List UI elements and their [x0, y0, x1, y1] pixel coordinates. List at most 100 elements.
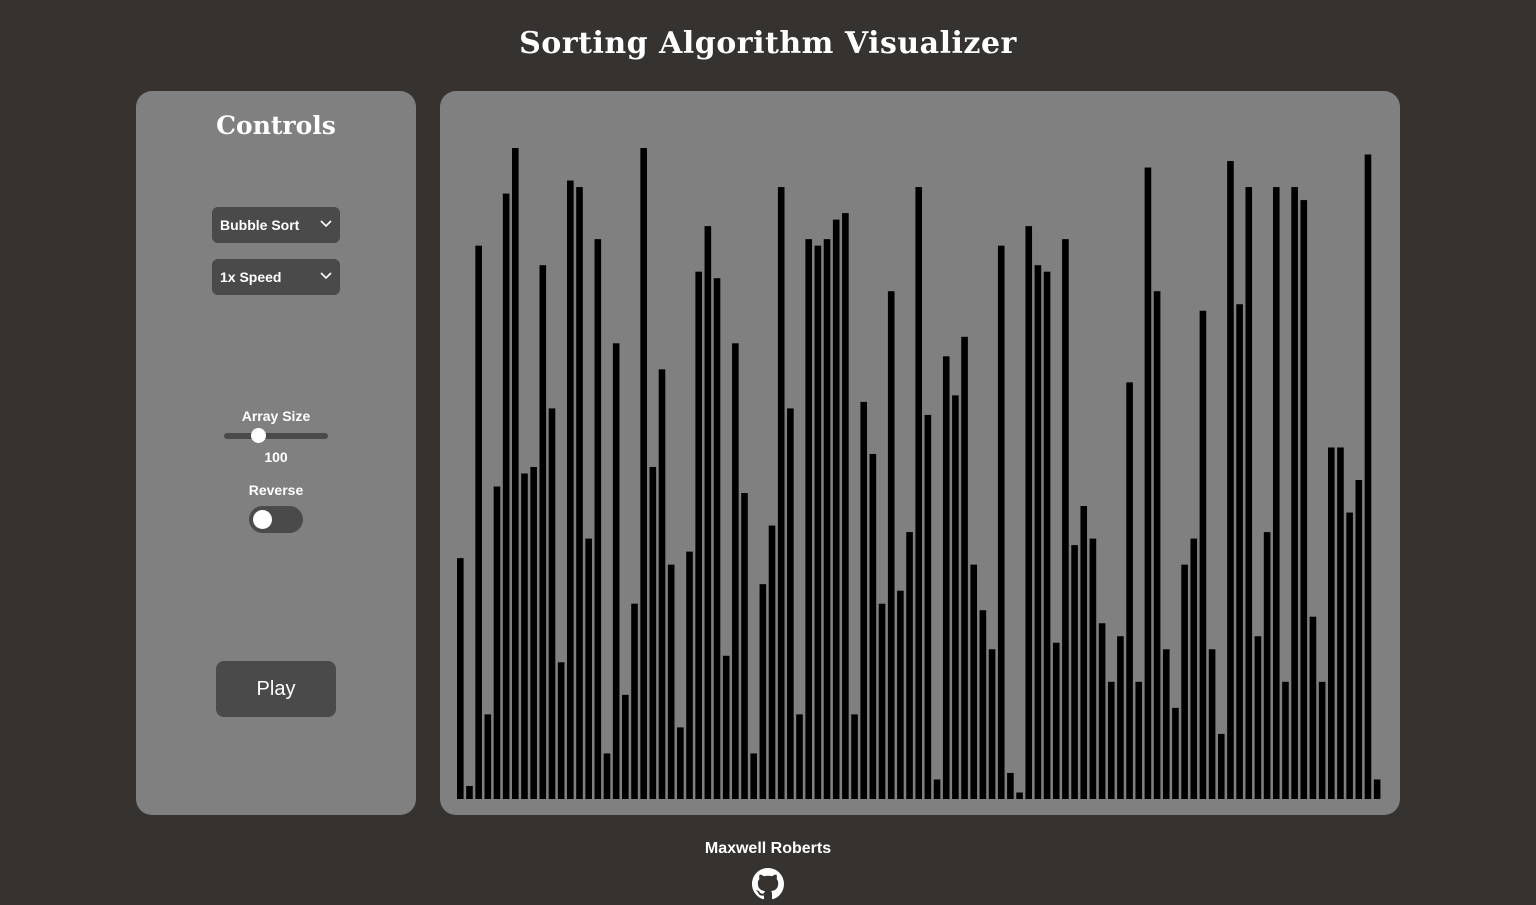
- array-bar: [1126, 382, 1133, 799]
- controls-panel: Controls Bubble Sort 1x Speed Array Size…: [136, 91, 416, 815]
- array-bar: [1373, 779, 1381, 799]
- page-title: Sorting Algorithm Visualizer: [519, 26, 1017, 61]
- array-bar: [1162, 649, 1170, 799]
- author-name: Maxwell Roberts: [704, 840, 832, 857]
- array-bar: [512, 148, 519, 799]
- algorithm-select-value: Bubble Sort: [220, 217, 300, 233]
- array-bar: [704, 226, 712, 799]
- array-bar: [759, 584, 767, 799]
- array-bar: [906, 532, 913, 799]
- array-bar: [585, 538, 592, 799]
- reverse-label: Reverse: [248, 482, 304, 498]
- play-button[interactable]: Play: [216, 661, 336, 717]
- array-bar: [1016, 792, 1023, 799]
- array-bar: [658, 369, 666, 799]
- array-bar: [1300, 200, 1308, 799]
- speed-select-value: 1x Speed: [220, 269, 282, 285]
- array-bar: [823, 239, 831, 799]
- array-bar: [1153, 291, 1161, 799]
- array-bar: [1346, 512, 1353, 799]
- chevron-down-icon: [320, 272, 332, 280]
- array-bar: [997, 245, 1005, 799]
- array-bar: [686, 551, 693, 799]
- array-bar: [603, 753, 611, 799]
- array-bar: [1217, 733, 1225, 799]
- array-bar: [539, 265, 547, 799]
- array-bar: [851, 714, 858, 799]
- array-bar: [1080, 506, 1088, 799]
- array-bar: [521, 473, 528, 799]
- array-bar: [796, 714, 803, 799]
- array-bar: [713, 278, 721, 799]
- array-bar: [1190, 538, 1198, 799]
- array-bar: [567, 180, 574, 800]
- controls-title: Controls: [216, 111, 336, 140]
- array-bar: [878, 603, 886, 799]
- array-bar: [457, 558, 464, 799]
- array-bar: [1309, 616, 1317, 799]
- array-bar: [768, 525, 776, 799]
- visualizer-panel: [440, 91, 1400, 815]
- array-bar: [915, 187, 923, 799]
- array-bar: [466, 785, 473, 799]
- array-bar: [1318, 681, 1326, 799]
- array-bar: [502, 193, 510, 799]
- reverse-toggle[interactable]: [249, 506, 303, 533]
- array-bar: [548, 408, 556, 799]
- algorithm-select[interactable]: Bubble Sort: [212, 207, 340, 243]
- array-bar: [1199, 310, 1207, 799]
- array-bar: [1043, 271, 1051, 799]
- array-bar: [1364, 154, 1372, 799]
- array-bar: [677, 727, 684, 799]
- array-bar: [1052, 642, 1060, 799]
- array-bar: [1107, 681, 1115, 799]
- array-bar: [1135, 681, 1143, 799]
- chevron-down-icon: [320, 220, 332, 228]
- array-bar: [612, 343, 620, 799]
- array-bar: [1181, 564, 1188, 799]
- array-bar: [667, 564, 675, 799]
- array-bar: [897, 590, 904, 799]
- github-icon[interactable]: [752, 868, 784, 900]
- array-bar: [988, 649, 996, 799]
- array-bar: [1071, 545, 1078, 799]
- array-bar: [787, 408, 794, 799]
- array-bar: [1227, 161, 1234, 799]
- array-bar: [1089, 538, 1097, 799]
- array-bar: [557, 662, 565, 799]
- array-bar: [1291, 187, 1298, 799]
- array-bar: [1263, 532, 1271, 799]
- array-size-value: 100: [264, 449, 288, 465]
- array-size-slider-thumb[interactable]: [251, 428, 266, 443]
- array-bar: [933, 779, 941, 799]
- array-bar: [750, 753, 757, 799]
- array-bar: [777, 187, 785, 799]
- array-size-label: Array Size: [241, 408, 311, 424]
- array-bar: [842, 213, 849, 800]
- array-bar: [887, 291, 895, 799]
- array-bar: [695, 271, 702, 799]
- array-bar: [1172, 707, 1179, 799]
- array-bar: [732, 343, 739, 799]
- speed-select[interactable]: 1x Speed: [212, 259, 340, 295]
- array-bar: [1034, 265, 1042, 799]
- array-size-slider[interactable]: [224, 433, 328, 439]
- array-bar: [1327, 447, 1335, 799]
- array-bar: [952, 395, 959, 799]
- reverse-toggle-knob: [253, 510, 272, 529]
- array-bar: [924, 414, 932, 799]
- array-bar: [493, 486, 501, 799]
- array-bar: [1025, 226, 1033, 799]
- array-bar: [622, 694, 629, 799]
- array-bar: [979, 610, 987, 799]
- array-bar: [961, 336, 968, 799]
- bar-chart: [457, 148, 1381, 800]
- array-bar: [860, 401, 868, 799]
- array-bar: [1272, 187, 1280, 799]
- array-bar: [1144, 167, 1152, 799]
- array-bar: [741, 493, 748, 799]
- array-bar: [970, 564, 978, 799]
- array-bar: [576, 187, 583, 799]
- array-bar: [1208, 649, 1216, 799]
- array-bar: [722, 655, 730, 799]
